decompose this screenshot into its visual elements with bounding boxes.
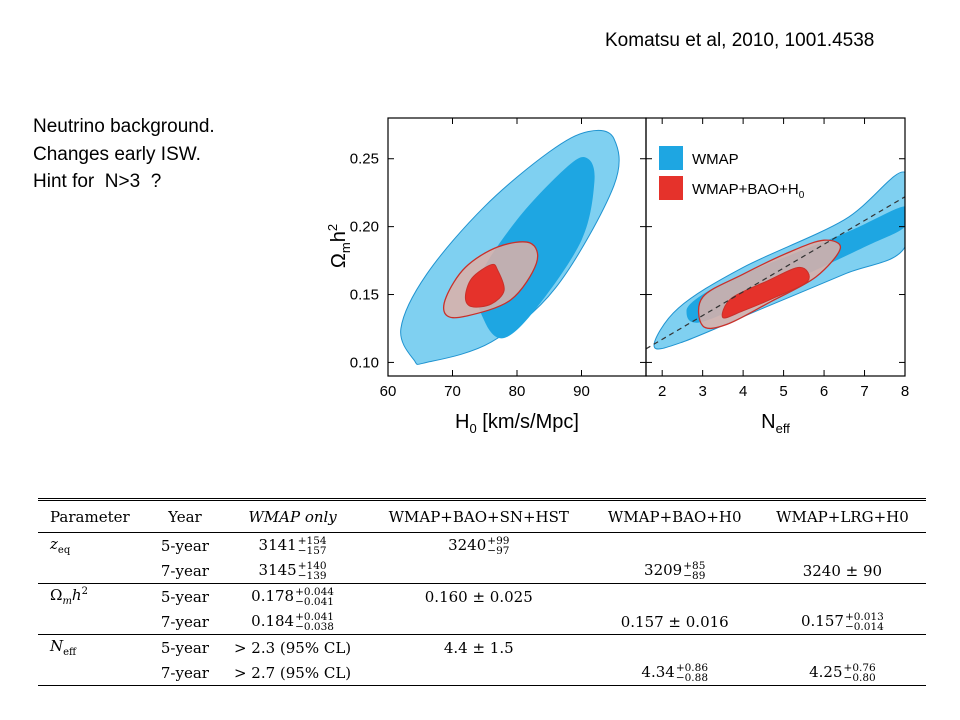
x-tick-label: 60 [380, 383, 397, 400]
table-cell: > 2.3 (95% CL) [233, 638, 352, 657]
x-tick-label: 3 [698, 383, 706, 400]
note-line: Changes early ISW. [33, 143, 201, 165]
y-tick-label: 0.15 [350, 287, 379, 304]
y-axis-label: Ωmh2 [325, 224, 353, 268]
table-cell: 0.157 +0.013 −0.014 [801, 610, 884, 633]
table-cell [367, 660, 591, 686]
note-line: Neutrino background. [33, 116, 215, 137]
year-cell: 7-year [160, 663, 209, 682]
table-cell [759, 635, 926, 661]
header-wmap: WMAP only [248, 508, 337, 526]
note-line: Hint for N>3 ? [33, 171, 162, 192]
table-cell [367, 609, 591, 635]
parameter-cell [38, 558, 152, 584]
citation-text: Komatsu et al, 2010, 1001.4538 [605, 30, 875, 51]
table-group: zeq 5-year 3141 +154 −157 3240 +99 −97 7-year 314… [38, 533, 926, 584]
header-year: Year [168, 508, 202, 526]
parameter-cell: Ωmh2 [50, 586, 88, 607]
bao-contour-68 [464, 263, 505, 308]
y-tick-label: 0.10 [350, 354, 379, 371]
header-wmap-lrg-h0: WMAP+LRG+H0 [776, 508, 909, 526]
legend-swatch [659, 176, 683, 200]
header-wmap-bao-sn-hst: WMAP+BAO+SN+HST [388, 508, 569, 526]
table-cell: 3240 +99 −97 [448, 534, 510, 557]
contour-plots: 60 70 80 90 0.10 0.15 0.20 0.25 H0 [km/s/Mpc] Ωmh… [325, 117, 909, 436]
year-cell: 7-year [160, 561, 209, 580]
parameter-cell [38, 660, 152, 686]
table-cell: 0.178 +0.044 −0.041 [251, 585, 334, 608]
x-tick-label: 8 [901, 383, 909, 400]
x-tick-label: 2 [658, 383, 666, 400]
table-row: Neff 5-year > 2.3 (95% CL) 4.4 ± 1.5 [38, 635, 926, 661]
table-cell: 4.34 +0.86 −0.88 [641, 661, 709, 684]
table-cell: 4.25 +0.76 −0.80 [809, 661, 876, 684]
table-cell [759, 584, 926, 610]
table-cell [367, 558, 591, 584]
table-cell: > 2.7 (95% CL) [233, 663, 352, 682]
table-group: Neff 5-year > 2.3 (95% CL) 4.4 ± 1.5 7-year >… [38, 635, 926, 686]
table-row: Ωmh2 5-year 0.178 +0.044 −0.041 0.160 ± 0.025 [38, 584, 926, 610]
table-cell: 0.157 ± 0.016 [620, 612, 729, 631]
table-row: zeq 5-year 3141 +154 −157 3240 +99 −97 [38, 533, 926, 559]
header-parameter: Parameter [50, 508, 130, 526]
x-tick-label: 4 [739, 383, 747, 400]
x-tick-label: 70 [444, 383, 461, 400]
x-tick-label: 90 [573, 383, 590, 400]
table-cell: 3209 +85 −89 [644, 559, 706, 582]
parameter-cell: zeq [50, 535, 71, 556]
parameter-cell [38, 609, 152, 635]
table-group: Ωmh2 5-year 0.178 +0.044 −0.041 0.160 ± 0.025… [38, 584, 926, 635]
legend-label: WMAP [692, 151, 739, 168]
table-cell: 3141 +154 −157 [258, 534, 327, 557]
year-cell: 5-year [160, 536, 209, 555]
legend-label: WMAP+BAO+H0 [692, 181, 805, 201]
y-tick-label: 0.20 [350, 219, 379, 236]
table-cell: 3240 ± 90 [802, 561, 883, 580]
x-axis-label: Neff [761, 411, 790, 436]
table-cell [591, 533, 759, 559]
table-cell: 3145 +140 −139 [258, 559, 327, 582]
x-tick-label: 7 [860, 383, 868, 400]
table-cell [759, 533, 926, 559]
year-cell: 7-year [160, 612, 209, 631]
year-cell: 5-year [160, 587, 209, 606]
table-cell [591, 584, 759, 610]
table-row: 7-year 3145 +140 −139 3209 +85 −89 3240 ± 90 [38, 558, 926, 584]
parameter-cell: Neff [50, 637, 77, 658]
x-tick-label: 5 [779, 383, 787, 400]
notes: Neutrino background. Changes early ISW. … [33, 113, 215, 196]
x-axis-label: H0 [km/s/Mpc] [455, 411, 579, 436]
x-tick-label: 6 [820, 383, 828, 400]
y-tick-label: 0.25 [350, 151, 379, 168]
table-row: 7-year 0.184 +0.041 −0.038 0.157 ± 0.016 0.15… [38, 609, 926, 635]
table-cell: 0.184 +0.041 −0.038 [251, 610, 334, 633]
plot-frame [645, 117, 906, 377]
table-row: 7-year > 2.7 (95% CL) 4.34 +0.86 −0.88 4.25 +0… [38, 660, 926, 686]
table-header-row: Parameter Year WMAP only WMAP+BAO+SN+HST… [38, 499, 926, 533]
table-cell [591, 635, 759, 661]
year-cell: 5-year [160, 638, 209, 657]
header-wmap-bao-h0: WMAP+BAO+H0 [607, 508, 742, 526]
table-cell: 4.4 ± 1.5 [443, 638, 514, 657]
table-cell: 0.160 ± 0.025 [424, 587, 533, 606]
legend-swatch [659, 146, 683, 170]
x-tick-label: 80 [509, 383, 526, 400]
results-table: Parameter Year WMAP only WMAP+BAO+SN+HST… [38, 498, 926, 686]
